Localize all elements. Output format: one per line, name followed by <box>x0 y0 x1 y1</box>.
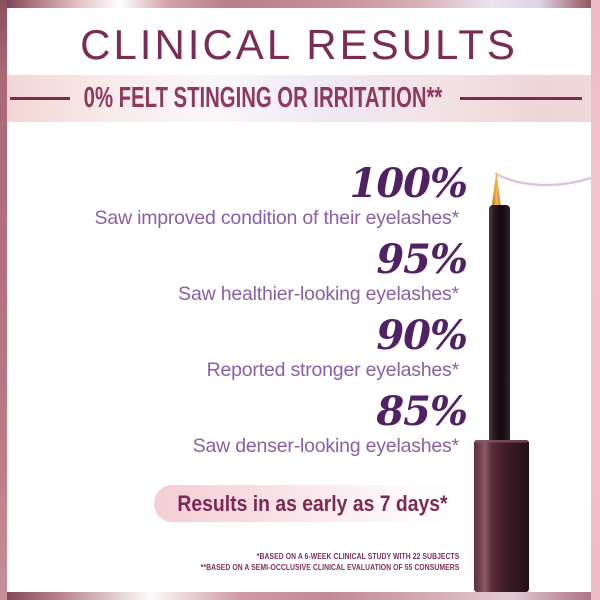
claim-text: 0% FELT STINGING OR IRRITATION** <box>83 82 443 114</box>
stat-item: 100% Saw improved condition of their eye… <box>94 162 468 230</box>
bottle-cap-rim <box>475 440 528 443</box>
stat-item: 85% Saw denser-looking eyelashes* <box>95 390 468 458</box>
frame-bottom <box>0 592 600 600</box>
page-title: CLINICAL RESULTS <box>80 21 518 68</box>
claim-banner: 0% FELT STINGING OR IRRITATION** <box>7 75 591 122</box>
brush-stem <box>489 205 510 443</box>
stat-value: 90% <box>376 312 468 359</box>
footnote-line-1: *BASED ON A 6-WEEK CLINICAL STUDY WITH 2… <box>256 552 459 561</box>
stat-label: Reported stronger eyelashes* <box>206 359 460 381</box>
stat-value: 95% <box>376 236 468 283</box>
content-area: CLINICAL RESULTS 0% FELT STINGING OR IRR… <box>7 8 591 592</box>
stat-label: Saw improved condition of their eyelashe… <box>94 207 460 229</box>
results-pill: Results in as early as 7 days* <box>154 485 470 522</box>
frame-right <box>591 0 600 600</box>
claim-rule-left <box>10 97 70 100</box>
stat-item: 90% Reported stronger eyelashes* <box>95 314 468 382</box>
stat-value: 85% <box>376 388 468 435</box>
stat-item: 95% Saw healthier-looking eyelashes* <box>95 238 468 306</box>
frame-left <box>0 0 7 600</box>
frame-top <box>0 0 600 8</box>
eyelash-curve-icon <box>494 172 591 187</box>
stat-label: Saw denser-looking eyelashes* <box>192 435 459 457</box>
bottle-cap <box>474 440 529 592</box>
claim-rule-right <box>460 97 582 100</box>
stat-label: Saw healthier-looking eyelashes* <box>178 283 459 305</box>
stats-list: 100% Saw improved condition of their eye… <box>94 162 468 466</box>
footnote-line-2: **BASED ON A SEMI-OCCLUSIVE CLINICAL EVA… <box>200 563 459 572</box>
footnotes: *BASED ON A 6-WEEK CLINICAL STUDY WITH 2… <box>200 551 459 573</box>
results-pill-text: Results in as early as 7 days* <box>176 490 448 516</box>
brush-tip-icon <box>491 171 501 208</box>
stat-value: 100% <box>349 160 468 207</box>
